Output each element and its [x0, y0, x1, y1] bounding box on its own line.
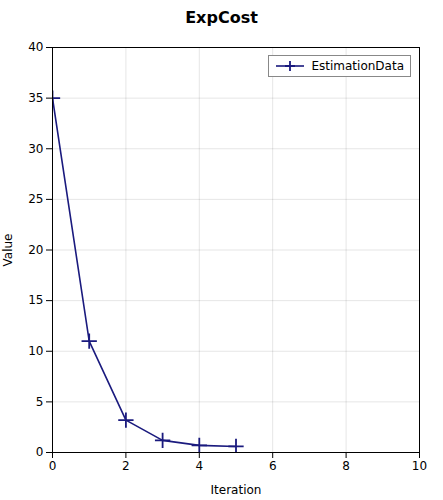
svg-text:10: 10: [412, 459, 427, 473]
svg-text:35: 35: [28, 91, 43, 105]
svg-text:0: 0: [36, 445, 44, 459]
svg-text:40: 40: [28, 40, 43, 54]
svg-text:20: 20: [28, 243, 43, 257]
svg-text:5: 5: [36, 395, 44, 409]
svg-text:30: 30: [28, 142, 43, 156]
svg-text:8: 8: [342, 459, 350, 473]
svg-text:Value: Value: [1, 234, 15, 267]
html-text:ExpCost: ExpCost: [185, 8, 258, 27]
svg-text:10: 10: [28, 344, 43, 358]
svg-text:25: 25: [28, 192, 43, 206]
svg-text:Iteration: Iteration: [211, 483, 262, 497]
svg-text:0: 0: [49, 459, 57, 473]
svg-text:6: 6: [269, 459, 277, 473]
svg-text:15: 15: [28, 293, 43, 307]
svg-text:2: 2: [122, 459, 130, 473]
html-text:EstimationData: EstimationData: [311, 59, 404, 73]
svg-text:4: 4: [195, 459, 203, 473]
